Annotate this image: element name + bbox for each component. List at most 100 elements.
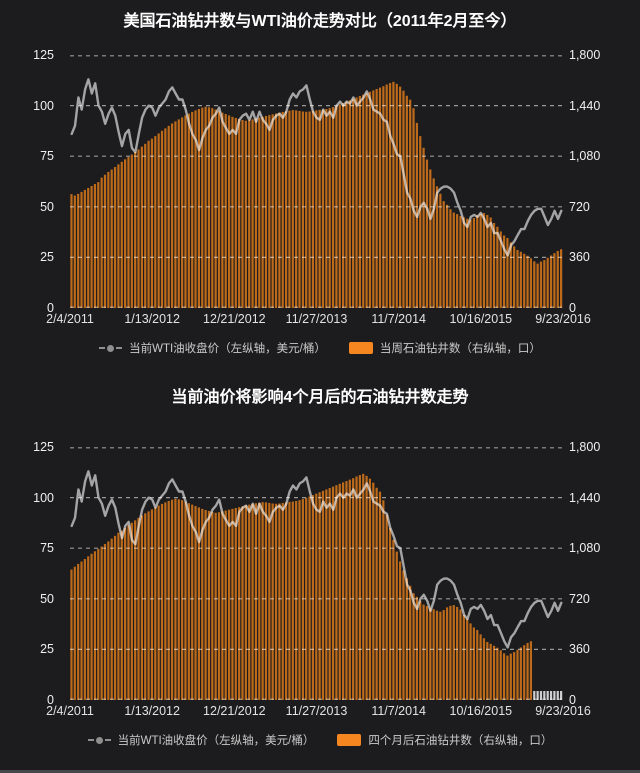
rig-count-bar (335, 485, 338, 700)
rig-count-bar (365, 475, 368, 700)
rig-count-bar (368, 91, 372, 308)
rig-count-bar (452, 605, 455, 700)
left-axis-tick-label: 100 (33, 98, 54, 113)
x-axis-tick-label: 11/7/2014 (371, 312, 426, 326)
left-axis-tick-label: 25 (40, 642, 54, 657)
rig-count-bar (486, 641, 489, 700)
rig-count-bar (291, 501, 294, 700)
rig-count-bar (254, 118, 258, 308)
rig-count-bar (217, 111, 221, 308)
rig-count-bar (489, 643, 492, 700)
right-axis-tick-label: 1,440 (569, 98, 601, 113)
right-axis: 1,800 1,440 1,080 720 360 0 (569, 48, 639, 315)
rig-count-bar (234, 508, 237, 700)
rig-count-bar (231, 116, 234, 308)
rig-count-bar (194, 506, 197, 700)
rig-count-bar (160, 503, 164, 700)
bar-legend-swatch-icon (337, 734, 362, 746)
rig-count-bar (375, 89, 378, 308)
rig-count-bar (509, 653, 512, 700)
rig-count-bar (191, 504, 194, 700)
rig-count-bar (405, 578, 408, 700)
right-axis-tick-label: 360 (569, 642, 590, 657)
rig-count-bar (315, 493, 318, 700)
rig-count-bar (144, 143, 147, 308)
right-axis: 1,800 1,440 1,080 720 360 0 (569, 440, 639, 707)
bottom-chart-section: 当前油价将影响4个月后的石油钻井数走势 125 100 75 50 25 0 1,800 1… (0, 356, 640, 748)
rig-count-bar (342, 482, 345, 700)
rig-count-bar (221, 511, 224, 700)
rig-count-bar (254, 503, 258, 700)
line-legend-label: 当前WTI油收盘价（左纵轴，美元/桶） (129, 343, 326, 355)
rig-count-bar (227, 509, 231, 700)
rig-count-bar (462, 614, 465, 700)
rig-count-bar (466, 618, 469, 700)
rig-count-bar (492, 645, 496, 700)
rig-count-bar (539, 261, 543, 308)
x-axis: 2/4/2011 1/13/2012 12/21/2012 11/27/2013 11/… (0, 700, 640, 724)
x-axis-tick-label: 10/16/2015 (449, 312, 513, 326)
left-axis-tick-label: 50 (40, 591, 54, 606)
rig-count-bar (264, 502, 268, 700)
rig-count-bar (338, 104, 341, 308)
rig-count-bar (399, 86, 402, 308)
rig-count-bar (526, 255, 529, 308)
top-plot-area: 125 100 75 50 25 0 1,800 1,440 1,080 720 360 0 (0, 48, 640, 315)
rig-count-bar (274, 503, 278, 700)
x-axis: 2/4/2011 1/13/2012 12/21/2012 11/27/2013 11/… (0, 308, 640, 332)
rig-count-bar (482, 638, 486, 700)
rig-count-bar (97, 548, 100, 700)
rig-count-bar (318, 492, 321, 700)
rig-count-bar (268, 115, 271, 308)
rig-count-bar (342, 103, 345, 308)
bar-legend-swatch-icon (348, 342, 373, 354)
rig-count-bar (365, 93, 368, 308)
rig-count-bar (164, 128, 167, 308)
rig-count-bar (479, 634, 482, 700)
rig-count-bar (107, 171, 110, 308)
rig-count-bar (456, 214, 459, 308)
rig-count-bar (529, 641, 533, 700)
rig-count-bar (204, 509, 207, 700)
left-axis-tick-label: 25 (40, 250, 54, 265)
rig-count-bar (147, 140, 150, 308)
rig-count-bar (422, 604, 425, 700)
rig-count-bar (429, 607, 432, 700)
rig-count-bar (181, 500, 184, 700)
rig-count-bar (284, 502, 288, 700)
rig-count-bar (392, 81, 395, 308)
rig-count-bar (442, 610, 445, 700)
rig-count-bar (445, 607, 449, 700)
right-axis-tick-label: 720 (569, 591, 590, 606)
x-axis-tick-label: 11/7/2014 (371, 704, 426, 718)
rig-count-bar (388, 83, 392, 308)
rig-count-bar (452, 212, 455, 308)
rig-count-bar (181, 117, 184, 308)
x-axis-tick-label: 12/21/2012 (203, 704, 266, 718)
rig-count-bar (378, 491, 382, 700)
right-axis-tick-label: 1,800 (569, 48, 601, 62)
rig-count-bar (87, 187, 90, 308)
rig-count-bar (449, 605, 452, 700)
legend-dot-icon (95, 736, 103, 744)
rig-count-bar (506, 655, 509, 700)
rig-count-bar (251, 503, 254, 700)
rig-count-bar (80, 191, 83, 308)
rig-count-bar (318, 109, 321, 308)
rig-count-bar (258, 117, 261, 308)
rig-count-bar (295, 500, 298, 700)
legend-dash-icon (104, 739, 111, 741)
rig-count-bar (167, 125, 170, 308)
rig-count-bar (291, 110, 294, 308)
rig-count-bar (405, 95, 408, 308)
rig-count-bar (308, 111, 311, 308)
rig-count-bar (134, 151, 137, 308)
x-axis-tick-label: 10/16/2015 (449, 704, 513, 718)
rig-count-bar (536, 263, 539, 308)
rig-count-bar (284, 111, 288, 308)
placeholder-bar (536, 691, 539, 700)
left-axis-tick-label: 100 (33, 490, 54, 505)
rig-count-bar (412, 593, 415, 700)
rig-count-bar (385, 84, 388, 308)
rig-count-bar (331, 107, 335, 308)
